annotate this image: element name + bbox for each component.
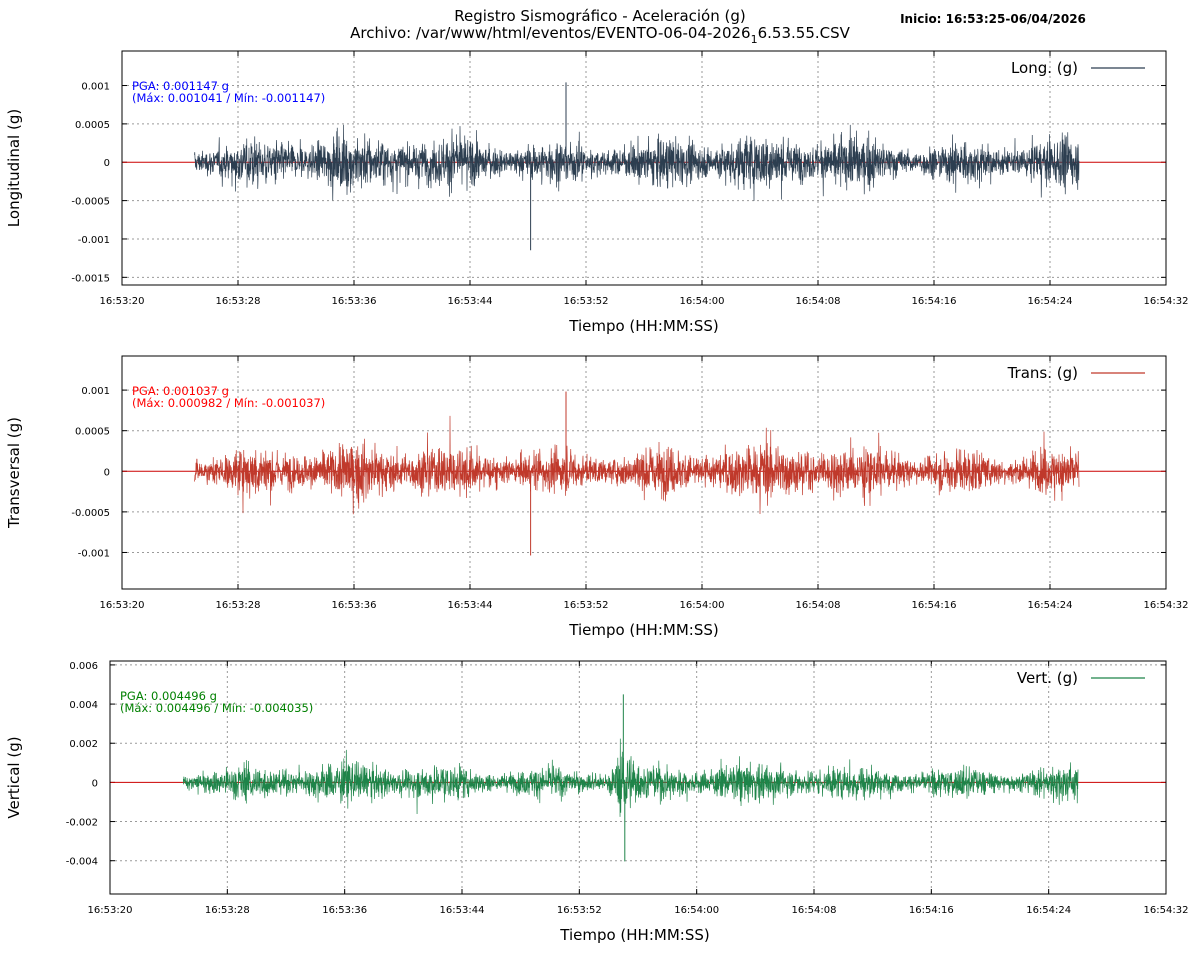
x-tick-label: 16:53:28: [205, 905, 250, 916]
y-tick-label: -0.0005: [71, 508, 110, 519]
x-tick-label: 16:53:20: [100, 600, 145, 611]
x-axis-label: Tiempo (HH:MM:SS): [568, 621, 718, 639]
x-tick-label: 16:54:16: [909, 905, 954, 916]
peak-annotation: (Máx: 0.004496 / Mín: -0.004035): [120, 701, 313, 715]
plot-frame: [109, 660, 1167, 895]
signal-trace: [194, 415, 1080, 515]
panels-group: 16:53:20 16:53:28 16:53:36 16:53:44 16:53:52…: [5, 50, 1189, 944]
y-axis-label: Vertical (g): [5, 736, 23, 818]
x-tick-label: 16:54:00: [680, 600, 725, 611]
legend-label: Vert. (g): [1017, 669, 1078, 687]
x-tick-label: 16:54:32: [1144, 296, 1189, 307]
x-tick-label: 16:53:36: [322, 905, 367, 916]
x-tick-label: 16:53:44: [440, 905, 485, 916]
x-tick-label: 16:54:24: [1028, 296, 1073, 307]
y-tick-label: 0.001: [81, 82, 110, 93]
y-tick-label: 0.0005: [75, 427, 110, 438]
subtitle-prefix: Archivo: /var/www/html/eventos/EVENTO-06…: [350, 24, 751, 42]
x-tick-label: 16:54:24: [1028, 600, 1073, 611]
legend-label: Long. (g): [1011, 59, 1078, 77]
x-tick-label: 16:53:28: [216, 296, 261, 307]
subtitle-subscript: 1: [751, 33, 758, 46]
y-axis-label: Transversal (g): [5, 417, 23, 529]
pga-annotation: PGA: 0.001147 g: [132, 79, 229, 93]
x-tick-label: 16:53:52: [564, 296, 609, 307]
panel-2: 16:53:20 16:53:28 16:53:36 16:53:44 16:53:52…: [5, 355, 1189, 639]
plot-frame: [121, 355, 1167, 590]
x-tick-label: 16:53:44: [448, 600, 493, 611]
x-tick-label: 16:54:32: [1144, 905, 1189, 916]
plot-frame: [121, 50, 1167, 286]
y-tick-label: -0.001: [78, 548, 110, 559]
x-tick-label: 16:53:20: [88, 905, 133, 916]
pga-annotation: PGA: 0.001037 g: [132, 384, 229, 398]
y-tick-label: 0.0005: [75, 120, 110, 131]
x-tick-label: 16:53:36: [332, 600, 377, 611]
y-tick-label: -0.001: [78, 235, 110, 246]
subtitle-suffix: 6.53.55.CSV: [758, 24, 851, 42]
panel-3: 16:53:20 16:53:28 16:53:36 16:53:44 16:53:52…: [5, 660, 1189, 944]
panel-1: 16:53:20 16:53:28 16:53:36 16:53:44 16:53:52…: [5, 50, 1189, 335]
x-tick-label: 16:53:28: [216, 600, 261, 611]
x-tick-label: 16:53:20: [100, 296, 145, 307]
x-tick-label: 16:54:32: [1144, 600, 1189, 611]
start-time-label: Inicio: 16:53:25-06/04/2026: [900, 12, 1086, 26]
x-tick-label: 16:54:24: [1026, 905, 1071, 916]
signal-trace: [182, 738, 1079, 817]
y-tick-label: -0.0005: [71, 197, 110, 208]
x-tick-label: 16:53:36: [332, 296, 377, 307]
x-axis-label: Tiempo (HH:MM:SS): [559, 926, 709, 944]
y-tick-label: 0.001: [81, 386, 110, 397]
x-tick-label: 16:54:00: [674, 905, 719, 916]
x-tick-label: 16:53:44: [448, 296, 493, 307]
figure-subtitle: Archivo: /var/www/html/eventos/EVENTO-06…: [350, 24, 851, 46]
y-tick-label: 0: [104, 467, 110, 478]
y-tick-label: 0.006: [69, 661, 98, 672]
peak-annotation: (Máx: 0.001041 / Mín: -0.001147): [132, 91, 325, 105]
x-tick-label: 16:54:16: [912, 600, 957, 611]
signal-trace: [194, 124, 1080, 201]
y-axis-label: Longitudinal (g): [5, 109, 23, 227]
peak-annotation: (Máx: 0.000982 / Mín: -0.001037): [132, 396, 325, 410]
legend-label: Trans. (g): [1007, 364, 1078, 382]
x-tick-label: 16:53:52: [564, 600, 609, 611]
pga-annotation: PGA: 0.004496 g: [120, 689, 217, 703]
x-tick-label: 16:54:08: [796, 296, 841, 307]
x-tick-label: 16:54:08: [792, 905, 837, 916]
y-tick-label: -0.0015: [71, 273, 110, 284]
x-tick-label: 16:54:08: [796, 600, 841, 611]
x-axis-label: Tiempo (HH:MM:SS): [568, 317, 718, 335]
x-tick-label: 16:53:52: [557, 905, 602, 916]
x-tick-label: 16:54:00: [680, 296, 725, 307]
y-tick-label: 0: [104, 158, 110, 169]
y-tick-label: 0.004: [69, 700, 98, 711]
y-tick-label: -0.002: [66, 818, 98, 829]
y-tick-label: -0.004: [66, 857, 98, 868]
y-tick-label: 0.002: [69, 739, 98, 750]
figure-title: Registro Sismográfico - Aceleración (g): [454, 7, 745, 25]
x-tick-label: 16:54:16: [912, 296, 957, 307]
y-tick-label: 0: [92, 778, 98, 789]
